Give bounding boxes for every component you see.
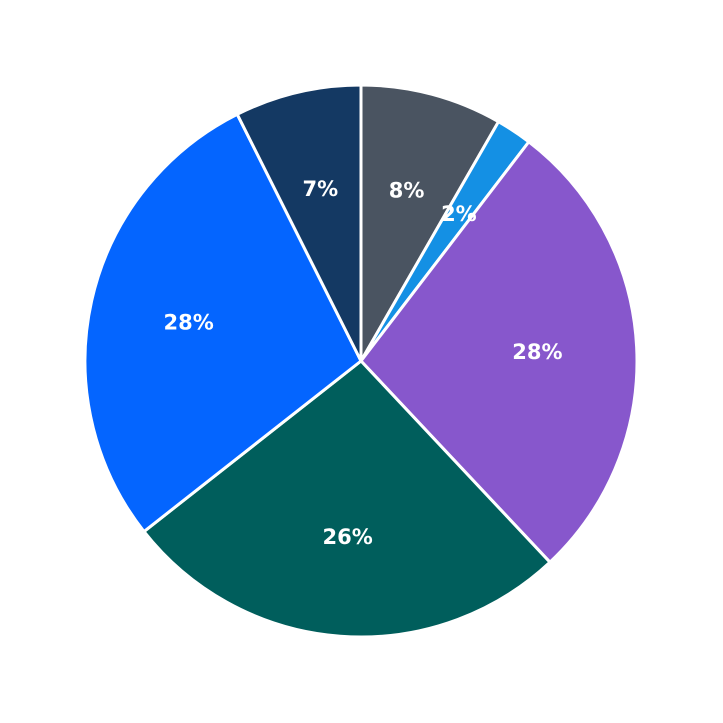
pie-slice-0 [359, 83, 500, 363]
pie-slice-5 [235, 83, 363, 363]
slice-label-3: 26% [323, 525, 373, 549]
pie-slice-2 [359, 140, 639, 564]
slice-label-2: 28% [512, 340, 562, 364]
slice-label-0: 8% [389, 178, 425, 202]
pie-slice-4 [83, 112, 363, 534]
slice-label-5: 7% [302, 177, 338, 201]
pie-slice-3 [142, 359, 552, 639]
slice-label-1: 2% [441, 202, 477, 226]
slice-label-4: 28% [163, 310, 213, 334]
